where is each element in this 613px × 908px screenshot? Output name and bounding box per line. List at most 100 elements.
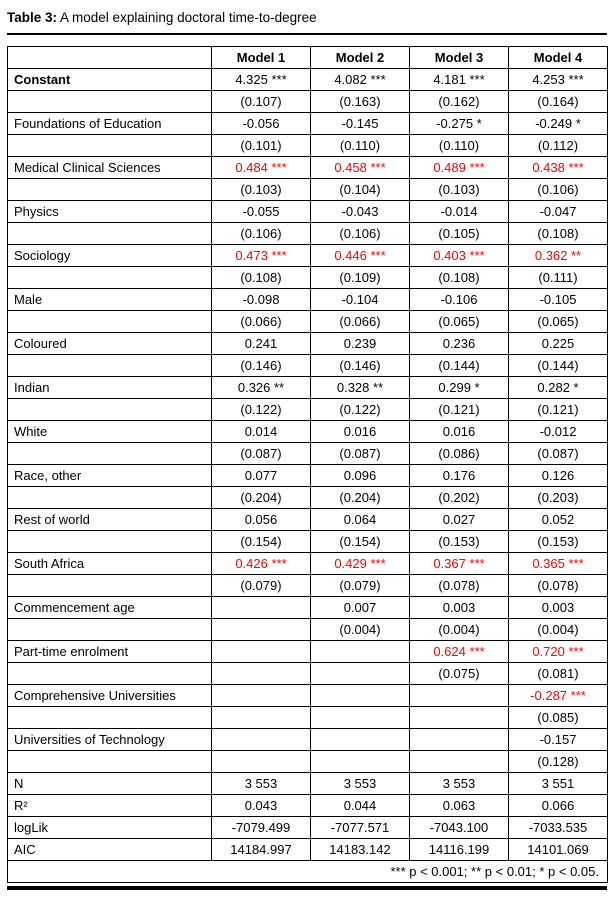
stderr-cell: (0.111) [508,266,608,289]
coefficient-cell: 0.027 [409,508,509,531]
stat-cell: -7079.499 [211,816,311,839]
table-foot: *** p < 0.001; ** p < 0.01; * p < 0.05. [7,860,608,883]
variable-label: Medical Clinical Sciences [7,156,212,179]
stderr-cell: (0.154) [310,530,410,553]
coefficient-row: White 0.014 0.016 0.016 -0.012 [7,420,608,443]
coefficient-cell: -0.098 [211,288,311,311]
coefficient-cell: 4.082 *** [310,68,410,91]
coefficient-cell: 0.365 *** [508,552,608,575]
stderr-row: (0.085) [7,706,608,729]
coefficient-row: Race, other 0.077 0.096 0.176 0.126 [7,464,608,487]
coefficient-row: Foundations of Education -0.056 -0.145 -0.2… [7,112,608,135]
variable-label: Race, other [7,464,212,487]
coefficient-cell: -0.145 [310,112,410,135]
stat-cell: 14184.997 [211,838,311,861]
stderr-cell: (0.108) [409,266,509,289]
coefficient-cell: 0.624 *** [409,640,509,663]
stderr-row: (0.106) (0.106) (0.105) (0.108) [7,222,608,245]
stderr-cell: (0.204) [211,486,311,509]
coefficient-cell: 0.056 [211,508,311,531]
coefficient-cell [310,640,410,663]
variable-label: Indian [7,376,212,399]
stat-cell: -7043.100 [409,816,509,839]
stderr-cell: (0.110) [310,134,410,157]
stderr-cell [310,662,410,685]
stat-cell: 3 551 [508,772,608,795]
coefficient-cell: 0.016 [409,420,509,443]
model-column-header: Model 4 [508,46,608,69]
variable-label: Coloured [7,332,212,355]
coefficient-cell: -0.047 [508,200,608,223]
coefficient-cell: -0.106 [409,288,509,311]
coefficient-cell: 0.326 ** [211,376,311,399]
stderr-cell: (0.108) [508,222,608,245]
coefficient-cell: 0.241 [211,332,311,355]
coefficient-cell: 0.236 [409,332,509,355]
coefficient-cell: 0.064 [310,508,410,531]
stderr-row: (0.128) [7,750,608,773]
stderr-cell: (0.105) [409,222,509,245]
stderr-cell: (0.146) [310,354,410,377]
coefficient-cell [409,684,509,707]
stat-cell: 14101.069 [508,838,608,861]
variable-label-spacer [7,706,212,729]
corner-cell [7,46,212,69]
stderr-row: (0.107) (0.163) (0.162) (0.164) [7,90,608,113]
coefficient-row: Indian 0.326 ** 0.328 ** 0.299 * 0.282 * [7,376,608,399]
variable-label: White [7,420,212,443]
stat-cell: 3 553 [409,772,509,795]
variable-label-spacer [7,574,212,597]
stderr-row: (0.087) (0.087) (0.086) (0.087) [7,442,608,465]
variable-label: Comprehensive Universities [7,684,212,707]
coefficient-cell: -0.157 [508,728,608,751]
stat-cell: -7077.571 [310,816,410,839]
variable-label-spacer [7,134,212,157]
coefficient-row: Male -0.098 -0.104 -0.106 -0.105 [7,288,608,311]
variable-label: Constant [7,68,212,91]
variable-label: Commencement age [7,596,212,619]
coefficient-row: Universities of Technology -0.157 [7,728,608,751]
variable-label: Male [7,288,212,311]
coefficient-row: South Africa 0.426 *** 0.429 *** 0.367 *** 0… [7,552,608,575]
coefficient-cell: -0.287 *** [508,684,608,707]
stderr-cell: (0.107) [211,90,311,113]
stderr-cell: (0.103) [409,178,509,201]
coefficient-cell: 0.126 [508,464,608,487]
variable-label: Foundations of Education [7,112,212,135]
variable-label-spacer [7,398,212,421]
stderr-cell: (0.101) [211,134,311,157]
variable-label: Physics [7,200,212,223]
stderr-cell: (0.087) [508,442,608,465]
stderr-cell: (0.146) [211,354,311,377]
variable-label: Universities of Technology [7,728,212,751]
coefficient-row: Constant 4.325 *** 4.082 *** 4.181 *** 4.253… [7,68,608,91]
coefficient-row: Comprehensive Universities -0.287 *** [7,684,608,707]
stderr-cell: (0.004) [409,618,509,641]
stat-label: R² [7,794,212,817]
coefficient-cell: 0.007 [310,596,410,619]
coefficient-cell: 0.473 *** [211,244,311,267]
stat-cell: 14183.142 [310,838,410,861]
coefficient-cell: 0.282 * [508,376,608,399]
stat-cell: -7033.535 [508,816,608,839]
stderr-row: (0.108) (0.109) (0.108) (0.111) [7,266,608,289]
coefficient-cell [310,684,410,707]
caption-divider [7,33,607,35]
stat-cell: 0.044 [310,794,410,817]
stat-cell: 0.063 [409,794,509,817]
stderr-row: (0.079) (0.079) (0.078) (0.078) [7,574,608,597]
coefficient-cell: 0.446 *** [310,244,410,267]
stderr-cell: (0.085) [508,706,608,729]
variable-label-spacer [7,662,212,685]
variable-label-spacer [7,178,212,201]
coefficient-row: Rest of world 0.056 0.064 0.027 0.052 [7,508,608,531]
coefficient-cell: -0.104 [310,288,410,311]
coefficient-cell: 0.225 [508,332,608,355]
coefficient-cell: -0.249 * [508,112,608,135]
coefficient-cell: 0.438 *** [508,156,608,179]
stat-cell: 3 553 [211,772,311,795]
stderr-cell: (0.087) [310,442,410,465]
coefficient-cell: 0.077 [211,464,311,487]
stderr-cell: (0.163) [310,90,410,113]
